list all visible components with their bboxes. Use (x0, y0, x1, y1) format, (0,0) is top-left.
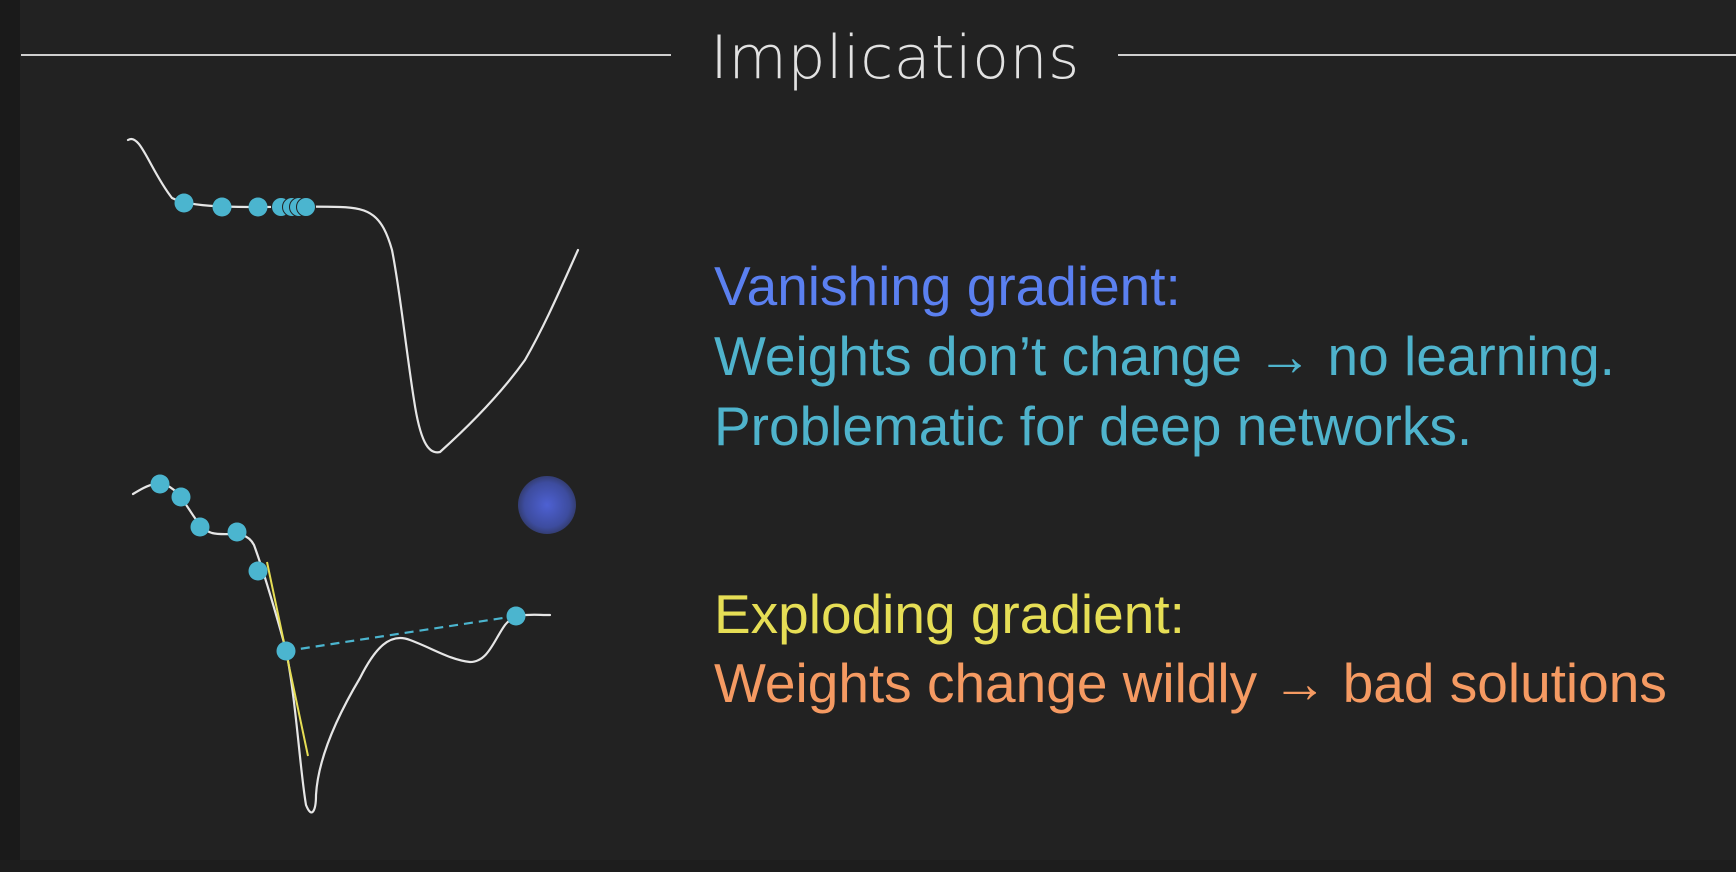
exploding-step-point (171, 487, 191, 507)
vanishing-gradient-effect: Weights don’t change → no learning. (714, 325, 1615, 387)
vanishing-gradient-problem: Problematic for deep networks. (714, 395, 1473, 457)
exploding-step-point (190, 517, 210, 537)
exploding-loss-curve (131, 482, 552, 814)
vanishing-step-point (296, 197, 316, 217)
overshoot-step-line (285, 614, 517, 653)
vanishing-gradient-heading: Vanishing gradient: (714, 255, 1181, 317)
vanishing-step-point (248, 197, 268, 217)
exploding-step-point (248, 561, 268, 581)
cursor-highlight (518, 476, 576, 534)
title-rule-left (21, 54, 671, 56)
slide-title: Implications (710, 23, 1080, 93)
exploding-gradient-effect: Weights change wildly → bad solutions (714, 652, 1667, 714)
exploding-step-point (506, 606, 526, 626)
vanishing-loss-curve (126, 137, 580, 454)
vanishing-step-point (212, 197, 232, 217)
left-border (0, 0, 20, 872)
bottom-border (0, 860, 1736, 872)
exploding-step-point (150, 474, 170, 494)
vanishing-step-point (174, 193, 194, 213)
exploding-step-point (227, 522, 247, 542)
exploding-gradient-heading: Exploding gradient: (714, 583, 1185, 645)
title-rule-right (1118, 54, 1736, 56)
exploding-step-point (276, 641, 296, 661)
